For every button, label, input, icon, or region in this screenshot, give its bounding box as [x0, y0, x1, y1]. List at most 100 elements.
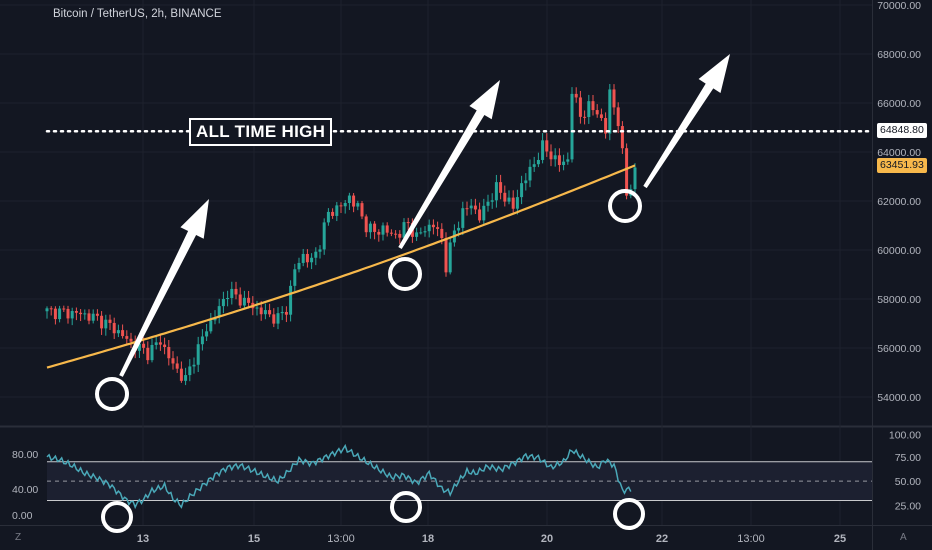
candle-up	[230, 288, 234, 299]
candle-up	[608, 89, 612, 134]
candle-down	[478, 209, 482, 221]
rsi-right-tick-label: 75.00	[895, 452, 921, 464]
candle-down	[247, 297, 251, 303]
candle-up	[83, 313, 87, 315]
candle-up	[70, 311, 74, 319]
timezone-button[interactable]: Z	[15, 532, 22, 543]
candle-up	[310, 257, 314, 263]
candle-up	[482, 205, 486, 221]
candle-up	[255, 307, 259, 309]
symbol-title[interactable]: Bitcoin / TetherUS, 2h, BINANCE	[53, 8, 222, 20]
candle-up	[209, 320, 213, 332]
candle-down	[167, 347, 171, 359]
x-tick-label: 13	[137, 533, 149, 545]
candle-up	[196, 344, 200, 365]
candle-up	[137, 343, 141, 351]
candle-down	[499, 182, 503, 193]
candle-up	[633, 167, 637, 190]
candle-down	[62, 308, 66, 310]
candle-down	[373, 223, 377, 232]
candle-up	[297, 262, 301, 270]
candle-up	[486, 201, 490, 206]
candle-up	[322, 222, 326, 250]
circle-2-icon	[388, 257, 422, 291]
candle-down	[331, 211, 335, 216]
x-tick-label: 25	[834, 533, 846, 545]
candle-down	[129, 338, 133, 342]
candle-up	[368, 223, 372, 233]
candle-down	[511, 197, 515, 209]
candle-up	[154, 342, 158, 345]
candle-down	[49, 308, 53, 310]
y-tick-label: 70000.00	[877, 0, 921, 12]
candle-down	[121, 330, 125, 337]
candle-down	[179, 368, 183, 381]
candle-down	[604, 118, 608, 134]
candle-down	[238, 294, 242, 306]
candle-down	[66, 308, 70, 319]
candle-up	[226, 298, 230, 300]
candle-up	[293, 269, 297, 286]
candle-down	[268, 310, 272, 315]
candle-up	[427, 224, 431, 232]
candle-up	[263, 310, 267, 315]
candle-down	[406, 222, 410, 224]
candle-down	[398, 233, 402, 238]
candle-up	[301, 253, 305, 263]
candle-up	[541, 140, 545, 160]
rsi-circle-2-icon	[390, 491, 422, 523]
candle-down	[108, 319, 112, 323]
rsi-left-tick-label: 0.00	[12, 510, 33, 522]
candle-up	[562, 161, 566, 166]
candle-down	[53, 308, 57, 320]
candle-up	[490, 200, 494, 202]
candle-up	[58, 308, 62, 320]
candle-up	[494, 182, 498, 201]
x-tick-label: 20	[541, 533, 553, 545]
candle-up	[528, 166, 532, 181]
candle-down	[574, 93, 578, 98]
candle-up	[104, 319, 108, 329]
y-tick-label: 64000.00	[877, 147, 921, 159]
x-tick-label: 13:00	[327, 533, 355, 545]
rsi-line	[46, 443, 632, 510]
moving-average-line	[46, 164, 636, 369]
candle-up	[553, 155, 557, 160]
candle-down	[578, 97, 582, 117]
candle-up	[423, 231, 427, 233]
rsi-left-tick-label: 80.00	[12, 449, 38, 461]
auto-scale-button[interactable]: A	[900, 532, 907, 543]
x-tick-label: 18	[422, 533, 434, 545]
candle-up	[242, 297, 246, 306]
candle-up	[469, 205, 473, 209]
candle-down	[444, 238, 448, 273]
candle-down	[431, 224, 435, 228]
candle-up	[532, 164, 536, 167]
candle-down	[100, 315, 104, 329]
y-tick-label: 54000.00	[877, 392, 921, 404]
candle-down	[339, 205, 343, 207]
candle-up	[184, 375, 188, 381]
candle-down	[394, 233, 398, 235]
candle-up	[520, 183, 524, 198]
candle-down	[473, 205, 477, 210]
candle-down	[158, 342, 162, 345]
arrow-3-icon	[643, 54, 730, 189]
candle-down	[163, 344, 167, 348]
candle-down	[171, 358, 175, 364]
rsi-left-tick-label: 40.00	[12, 484, 38, 496]
candle-up	[289, 285, 293, 315]
candle-up	[507, 197, 511, 202]
candle-down	[364, 216, 368, 233]
y-tick-label: 56000.00	[877, 343, 921, 355]
candle-down	[87, 313, 91, 321]
candle-up	[461, 208, 465, 228]
candle-up	[280, 311, 284, 314]
candle-down	[146, 347, 150, 361]
candle-up	[419, 232, 423, 234]
ath-price-tag: 64848.80	[877, 123, 927, 138]
candle-down	[557, 155, 561, 166]
candle-up	[150, 344, 154, 361]
candle-down	[272, 314, 276, 324]
